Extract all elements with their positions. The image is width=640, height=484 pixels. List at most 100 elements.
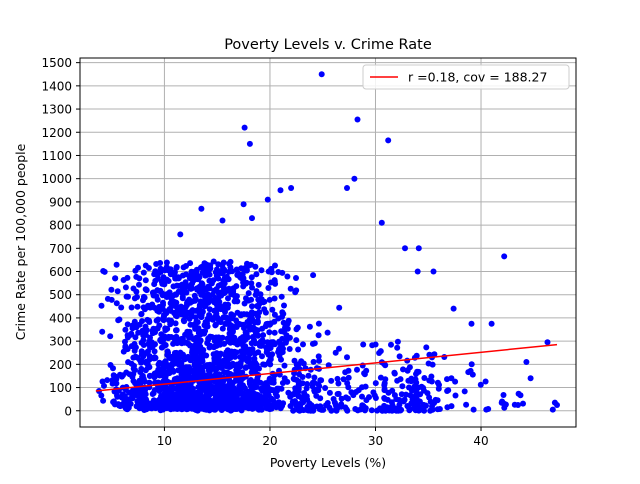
scatter-point — [332, 349, 339, 356]
scatter-point — [203, 383, 210, 390]
scatter-point — [183, 263, 189, 269]
scatter-point — [281, 362, 288, 369]
scatter-point — [128, 304, 135, 311]
scatter-point — [271, 329, 278, 336]
scatter-point — [100, 397, 107, 404]
scatter-point — [336, 345, 342, 352]
scatter-point — [190, 322, 197, 328]
scatter-point — [279, 335, 286, 342]
scatter-point — [379, 407, 386, 414]
scatter-point — [280, 345, 286, 352]
scatter-point — [128, 330, 135, 337]
scatter-point — [152, 268, 159, 275]
scatter-point — [305, 372, 312, 379]
scatter-point — [251, 350, 258, 357]
scatter-point — [256, 309, 263, 316]
x-axis-ticks: 10 20 30 40 — [157, 427, 489, 448]
scatter-point — [292, 289, 299, 296]
scatter-point — [216, 352, 223, 359]
scatter-point — [488, 320, 495, 327]
scatter-point — [255, 303, 262, 310]
y-tick-label: 600 — [49, 265, 72, 279]
scatter-point — [345, 374, 352, 381]
scatter-point — [279, 309, 286, 316]
legend: r =0.18, cov = 188.27 — [362, 64, 570, 90]
scatter-point — [240, 402, 247, 409]
scatter-point — [171, 402, 178, 409]
scatter-point — [389, 387, 396, 394]
scatter-point — [162, 342, 169, 349]
y-tick-label: 400 — [49, 311, 72, 325]
scatter-point — [288, 185, 295, 191]
scatter-point — [199, 281, 206, 288]
scatter-point — [224, 347, 231, 354]
scatter-point — [184, 300, 190, 306]
scatter-point — [295, 388, 302, 395]
scatter-point — [411, 383, 418, 390]
scatter-point — [335, 380, 342, 387]
scatter-point — [298, 358, 305, 365]
scatter-point — [235, 369, 242, 376]
scatter-point — [368, 407, 375, 414]
scatter-point — [140, 337, 147, 343]
scatter-point — [125, 359, 132, 366]
scatter-point — [278, 293, 285, 300]
scatter-point — [281, 328, 287, 335]
y-tick-label: 300 — [49, 335, 72, 349]
scatter-point — [171, 392, 178, 399]
scatter-point — [270, 339, 277, 346]
scatter-point — [215, 403, 222, 409]
y-tick-label: 0 — [64, 404, 72, 418]
scatter-point — [170, 340, 177, 347]
scatter-point — [140, 304, 147, 311]
scatter-point — [207, 398, 214, 405]
scatter-point — [228, 323, 235, 330]
scatter-point — [141, 294, 148, 301]
scatter-point — [162, 358, 169, 365]
scatter-point — [305, 407, 312, 414]
scatter-point — [174, 375, 181, 382]
scatter-point — [168, 334, 175, 340]
scatter-point — [389, 402, 396, 409]
scatter-point — [308, 402, 315, 409]
scatter-point — [242, 398, 249, 405]
scatter-point — [197, 343, 204, 350]
scatter-point — [354, 366, 360, 373]
scatter-point — [523, 359, 530, 365]
scatter-point — [257, 291, 264, 298]
scatter-point — [109, 377, 116, 384]
scatter-point — [124, 274, 131, 281]
scatter-point — [465, 369, 472, 376]
scatter-point — [168, 303, 175, 309]
scatter-point — [429, 403, 435, 410]
scatter-point — [194, 285, 201, 292]
scatter-point — [287, 285, 294, 292]
regression-line — [95, 343, 558, 392]
scatter-point — [414, 268, 421, 275]
x-tick-label: 20 — [262, 434, 277, 448]
scatter-point — [445, 387, 452, 394]
scatter-point — [154, 296, 161, 303]
scatter-point — [233, 293, 240, 300]
y-tick-label: 200 — [49, 358, 72, 372]
scatter-point — [252, 263, 259, 270]
scatter-point — [221, 340, 228, 347]
scatter-point — [246, 140, 253, 147]
scatter-point — [228, 361, 235, 368]
scatter-point — [209, 315, 216, 322]
scatter-point — [435, 385, 442, 392]
x-tick-label: 40 — [473, 434, 488, 448]
scatter-point — [422, 402, 429, 409]
scatter-point — [265, 285, 272, 291]
scatter-point — [164, 369, 171, 376]
scatter-point — [413, 352, 420, 359]
scatter-point — [232, 353, 238, 360]
scatter-point — [175, 361, 182, 368]
scatter-point — [165, 390, 171, 397]
scatter-point — [222, 320, 229, 327]
scatter-point — [139, 318, 145, 325]
scatter-point — [156, 372, 163, 379]
scatter-point — [427, 398, 434, 405]
scatter-point — [415, 407, 422, 414]
